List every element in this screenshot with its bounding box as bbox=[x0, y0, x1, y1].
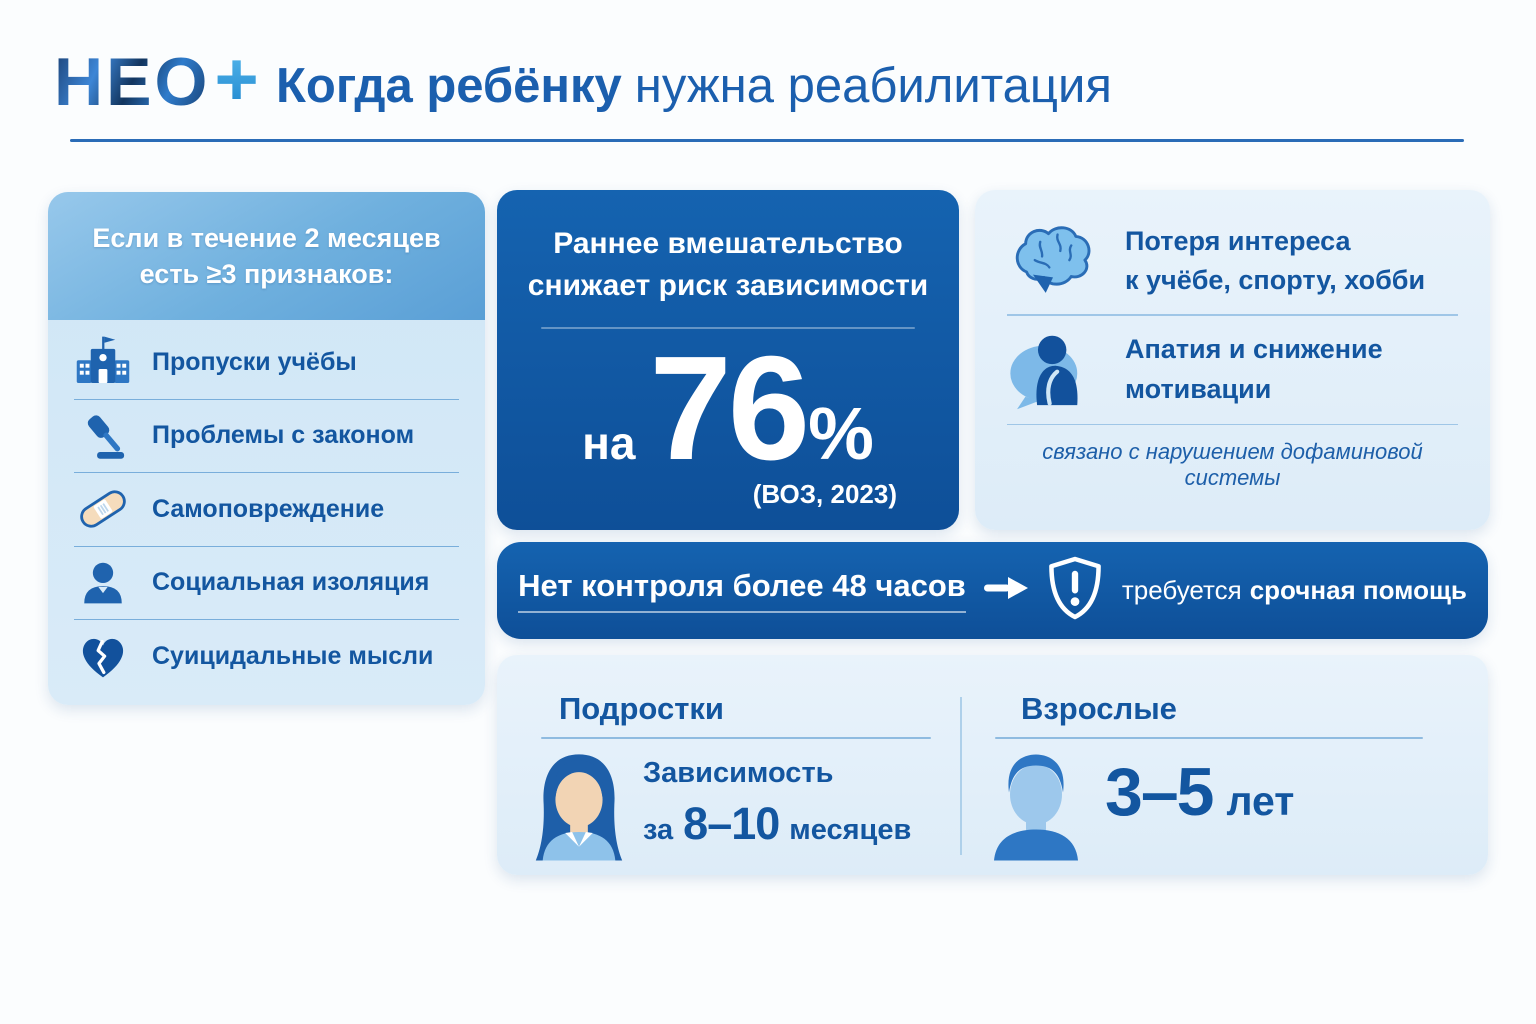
teens-suffix: месяцев bbox=[789, 814, 912, 846]
person-icon bbox=[74, 558, 132, 608]
teens-prefix: за bbox=[643, 814, 674, 846]
symptoms-divider bbox=[1007, 314, 1458, 316]
teens-line2: за 8–10 месяцев bbox=[643, 798, 911, 850]
page-title-bold: Когда ребёнку bbox=[276, 59, 622, 113]
list-item: Пропуски учёбы bbox=[74, 326, 459, 400]
teens-title: Подростки bbox=[559, 691, 724, 726]
stat-percent-sign: % bbox=[808, 392, 874, 475]
symptoms-card: Потеря интереса к учёбе, спорту, хобби А… bbox=[975, 190, 1490, 530]
stat-prefix: на bbox=[582, 417, 636, 469]
brain-icon bbox=[1005, 220, 1101, 302]
stat-value: 76 bbox=[649, 326, 810, 491]
sign-label: Социальная изоляция bbox=[152, 568, 430, 597]
list-item: Апатия и снижение мотивации bbox=[1005, 318, 1460, 422]
stat-divider bbox=[541, 327, 915, 329]
stat-card: Раннее вмешательство снижает риск зависи… bbox=[497, 190, 959, 530]
symptom-line2: мотивации bbox=[1125, 373, 1272, 404]
stat-value-group: на 76 % bbox=[497, 335, 959, 483]
school-icon bbox=[74, 334, 132, 390]
symptoms-footnote: связано с нарушением дофаминовой системы bbox=[1042, 439, 1423, 490]
logo-text: НЕО bbox=[54, 44, 211, 120]
list-item: Социальная изоляция bbox=[74, 547, 459, 620]
list-item: Самоповреждение bbox=[74, 473, 459, 547]
alert-action-bold: срочная помощь bbox=[1249, 575, 1467, 605]
alert-condition: Нет контроля более 48 часов bbox=[518, 568, 966, 613]
sign-label: Проблемы с законом bbox=[152, 421, 415, 450]
timeline-vertical-divider bbox=[960, 697, 962, 855]
teen-girl-avatar bbox=[525, 747, 633, 868]
teens-range: 8–10 bbox=[683, 798, 780, 849]
stat-source: (ВОЗ, 2023) bbox=[752, 479, 897, 509]
sign-label: Самоповреждение bbox=[152, 494, 385, 523]
symptom-label: Апатия и снижение мотивации bbox=[1125, 330, 1383, 408]
stat-title-line1: Раннее вмешательство bbox=[553, 227, 903, 260]
adults-text: 3–5 лет bbox=[1105, 753, 1294, 831]
teens-divider bbox=[541, 737, 931, 739]
header-divider bbox=[70, 139, 1464, 142]
symptom-label: Потеря интереса к учёбе, спорту, хобби bbox=[1125, 222, 1425, 300]
adults-title: Взрослые bbox=[1021, 691, 1177, 726]
teens-line1: Зависимость bbox=[643, 757, 834, 789]
signs-card-title: Если в течение 2 месяцев есть ≥3 признак… bbox=[48, 192, 485, 320]
adults-divider bbox=[995, 737, 1423, 739]
symptom-line2: к учёбе, спорту, хобби bbox=[1125, 265, 1426, 295]
adults-suffix: лет bbox=[1226, 778, 1295, 824]
broken-heart-icon bbox=[74, 631, 132, 683]
signs-card: Если в течение 2 месяцев есть ≥3 признак… bbox=[48, 192, 485, 705]
symptom-line1: Апатия и снижение bbox=[1125, 334, 1383, 365]
symptoms-divider bbox=[1007, 423, 1458, 425]
list-item: Суицидальные мысли bbox=[74, 620, 459, 694]
signs-title-line1: Если в течение 2 месяцев bbox=[92, 222, 441, 253]
symptom-line1: Потеря интереса bbox=[1125, 225, 1351, 256]
signs-title-line2: есть ≥3 признаков: bbox=[139, 259, 394, 289]
alert-action-normal: требуется bbox=[1121, 575, 1242, 605]
neo-plus-logo: НЕО + bbox=[54, 37, 259, 122]
apathy-icon bbox=[1005, 328, 1101, 412]
signs-list: Пропуски учёбы Проблемы с законом bbox=[48, 320, 485, 694]
teens-text: Зависимость за 8–10 месяцев bbox=[643, 757, 911, 850]
stat-title-line2: снижает риск зависимости bbox=[527, 269, 929, 302]
shield-alert-icon bbox=[1046, 555, 1104, 626]
arrow-right-icon bbox=[983, 574, 1028, 607]
plus-icon: + bbox=[214, 37, 259, 122]
alert-banner: Нет контроля более 48 часов требуется сро… bbox=[497, 542, 1488, 639]
gavel-icon bbox=[74, 409, 132, 463]
timeline-card: Подростки Зависимость за 8–10 месяцев Вз… bbox=[497, 655, 1488, 875]
page-title: Когда ребёнку нужна реабилитация bbox=[276, 58, 1112, 114]
list-item: Потеря интереса к учёбе, спорту, хобби bbox=[1005, 210, 1460, 312]
sign-label: Суицидальные мысли bbox=[152, 642, 434, 671]
bandage-icon bbox=[74, 481, 132, 537]
adult-man-avatar bbox=[981, 745, 1091, 868]
alert-action: требуется срочная помощь bbox=[1122, 575, 1467, 606]
sign-label: Пропуски учёбы bbox=[152, 347, 357, 376]
list-item: Проблемы с законом bbox=[74, 400, 459, 473]
adults-range: 3–5 bbox=[1105, 754, 1214, 830]
page-title-rest: нужна реабилитация bbox=[634, 59, 1112, 113]
